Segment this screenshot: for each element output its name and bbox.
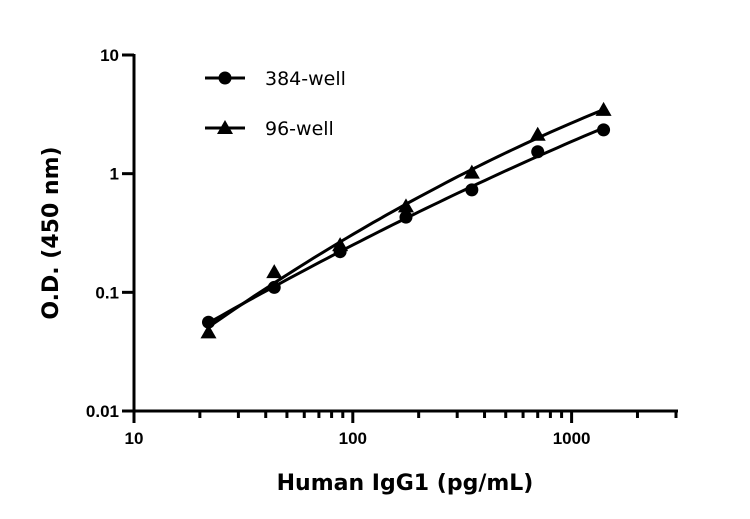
x-axis-title: Human IgG1 (pg/mL)	[277, 471, 534, 496]
data-point-triangle	[200, 324, 217, 339]
fit-curve-384-well	[207, 126, 605, 325]
data-point-circle	[597, 123, 611, 137]
y-tick-label: 0.01	[86, 402, 119, 421]
data-points	[200, 101, 612, 339]
legend-triangle-marker	[217, 120, 233, 134]
data-point-triangle	[529, 126, 546, 141]
legend-label: 384-well	[265, 68, 346, 90]
x-tick-label: 100	[339, 429, 367, 448]
data-point-circle	[201, 315, 215, 329]
data-point-circle	[399, 210, 413, 224]
axes: 10 100 1000 10 1 0.1 0.01	[86, 46, 678, 448]
y-axis-title: O.D. (450 nm)	[39, 146, 64, 319]
y-tick-label: 10	[100, 46, 119, 65]
y-tick-label: 1	[110, 165, 119, 184]
data-point-triangle	[397, 198, 414, 213]
data-point-triangle	[463, 164, 480, 179]
legend-circle-marker	[218, 71, 232, 85]
data-point-circle	[267, 280, 281, 294]
x-tick-label: 1000	[553, 429, 591, 448]
legend-label: 96-well	[265, 118, 334, 140]
legend: 384-well 96-well	[205, 68, 346, 140]
x-tick-label: 10	[125, 429, 144, 448]
data-point-circle	[531, 145, 545, 159]
data-point-triangle	[266, 264, 283, 279]
y-tick-label: 0.1	[95, 283, 119, 302]
data-point-circle	[465, 183, 479, 197]
data-point-triangle	[595, 101, 612, 116]
data-point-triangle	[332, 237, 349, 252]
